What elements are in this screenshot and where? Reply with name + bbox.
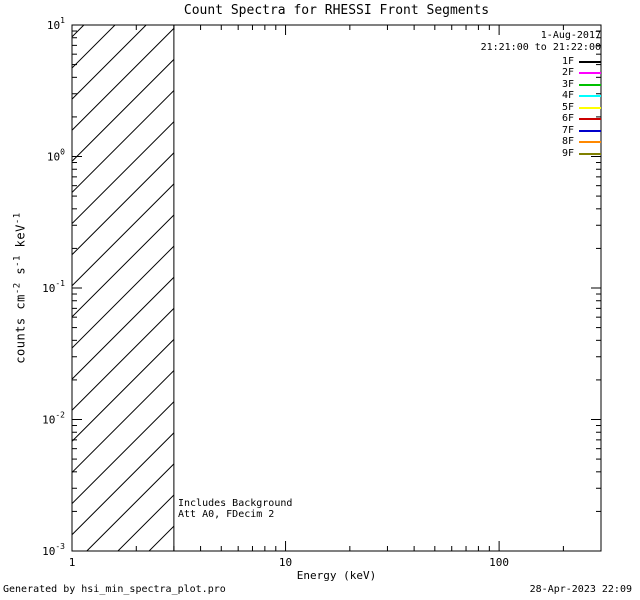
legend-entry-3f: 3F xyxy=(481,79,601,91)
legend-color-swatch xyxy=(579,152,601,155)
axis-ticks xyxy=(71,24,602,552)
legend-entry-8f: 8F xyxy=(481,136,601,149)
legend-entry-label: 2F xyxy=(561,67,574,79)
legend-color-swatch xyxy=(579,141,601,144)
legend-entry-label: 1F xyxy=(561,55,574,67)
annotation-attenuator-state: Att A0, FDecim 2 xyxy=(178,509,275,520)
legend-entry-label: 6F xyxy=(561,113,574,125)
legend-entry-label: 8F xyxy=(561,136,574,148)
legend-color-swatch xyxy=(579,106,601,109)
generated-by-text: Generated by hsi_min_spectra_plot.pro xyxy=(3,584,226,595)
legend-entry-label: 7F xyxy=(561,124,574,136)
x-tick-label: 10 xyxy=(279,556,292,569)
chart-title: Count Spectra for RHESSI Front Segments xyxy=(183,3,490,18)
legend-entry-7f: 7F xyxy=(481,125,601,137)
legend-color-swatch xyxy=(579,83,601,86)
legend-color-swatch xyxy=(579,118,601,121)
legend-color-swatch xyxy=(579,129,601,132)
legend-date: 1-Aug-2017 xyxy=(540,30,601,41)
legend-color-swatch xyxy=(579,60,601,63)
y-tick-label: 101 xyxy=(47,16,65,32)
legend-entry-1f: 1F xyxy=(481,56,601,68)
legend-color-swatch xyxy=(579,72,601,75)
plot-content: 1 10 100 101 100 10-1 10-2 10-3 xyxy=(42,16,602,569)
hatched-region xyxy=(72,25,174,551)
legend-entry-6f: 6F xyxy=(481,113,601,126)
legend-color-swatch xyxy=(579,95,601,98)
legend-entry-label: 3F xyxy=(561,78,574,90)
y-tick-label: 10-2 xyxy=(42,411,65,427)
legend-entries: 1F 2F 3F 4F 5F 6F 7F 8F 9F xyxy=(481,56,601,160)
legend-entry-label: 9F xyxy=(561,147,574,159)
y-axis-label: counts cm-2 s-1 keV-1 xyxy=(12,212,28,364)
legend-entry-4f: 4F xyxy=(481,90,601,103)
legend-time-range: 21:21:00 to 21:22:00 xyxy=(480,42,601,53)
tick-labels: 1 10 100 101 100 10-1 10-2 10-3 xyxy=(42,16,509,569)
x-axis-label: Energy (keV) xyxy=(296,569,377,582)
annotation-includes-background: Includes Background xyxy=(178,498,293,509)
x-tick-label: 1 xyxy=(69,556,76,569)
legend-entry-2f: 2F xyxy=(481,67,601,80)
y-tick-label: 10-3 xyxy=(42,542,65,558)
legend: 1-Aug-2017 21:21:00 to 21:22:00 1F 2F 3F 4F… xyxy=(481,30,601,160)
generated-timestamp: 28-Apr-2023 22:09 xyxy=(529,584,632,595)
plot-annotations: Includes Background Att A0, FDecim 2 xyxy=(178,498,292,520)
y-tick-label: 10-1 xyxy=(42,279,65,295)
legend-entry-label: 4F xyxy=(561,90,574,102)
legend-entry-5f: 5F xyxy=(481,102,601,114)
legend-entry-9f: 9F xyxy=(481,148,601,160)
legend-entry-label: 5F xyxy=(561,101,574,113)
y-tick-label: 100 xyxy=(47,148,65,164)
x-tick-label: 100 xyxy=(489,556,509,569)
